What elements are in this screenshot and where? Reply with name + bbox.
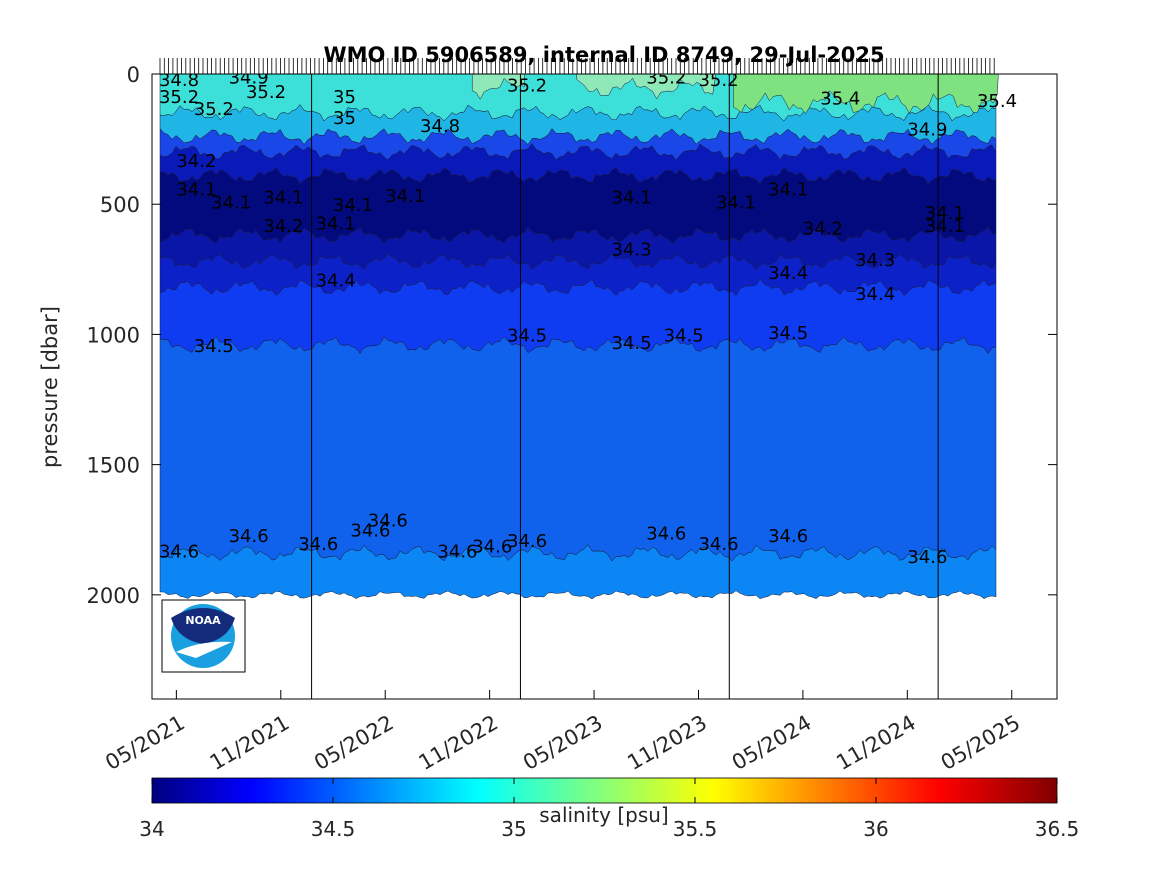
contour-label: 34.9 [907,120,947,141]
contour-label: 34.9 [229,68,269,89]
contour-label: 34.2 [176,151,216,172]
colorbar-tick-label: 36 [863,817,888,841]
x-tick-label: 05/2022 [310,711,398,775]
contour-label: 35.4 [977,91,1017,112]
contour-label: 34.8 [420,116,460,137]
x-tick-label: 11/2024 [832,711,920,775]
contour-label: 34.1 [925,203,965,224]
contour-label: 34.6 [646,523,686,544]
contour-label: 34.6 [768,526,808,547]
contour-label: 34.1 [316,213,356,234]
axes-frame [151,73,1058,700]
y-axis: 0 500 1000 1500 2000 [87,63,1057,608]
salinity-layer-patch [471,74,525,100]
contour-label: 34.5 [194,336,234,357]
contour-label: 34.3 [611,239,651,260]
colorbar-label: salinity [psu] [539,803,668,827]
contour-label: 34.4 [316,271,356,292]
contour-label: 34.5 [664,325,704,346]
x-tick-label: 11/2022 [415,711,503,775]
salinity-layer [159,336,997,562]
y-tick-label: 500 [100,193,140,217]
colorbar-tick-label: 34 [139,817,164,841]
colorbar-tick-label: 35.5 [673,817,718,841]
profile-tick-marks [159,58,995,74]
contour-label: 35.2 [646,68,686,89]
colorbar-ticks: 34 34.5 35 35.5 36 36.5 [139,778,1079,841]
contour-label: 34.6 [350,521,390,542]
salinity-layer-surface [733,74,999,115]
contour-label: 34.1 [211,193,251,214]
contour-label: 35.2 [246,82,286,103]
contour-label: 35.2 [698,70,738,91]
colorbar [151,777,1058,804]
contour-label: 35.2 [194,99,234,120]
y-tick-label: 2000 [87,584,140,608]
y-tick-label: 0 [127,63,140,87]
y-tick-label: 1500 [87,454,140,478]
contour-label: 34.6 [229,526,269,547]
x-tick-label: 05/2023 [519,711,607,775]
salinity-layers [159,74,999,600]
contour-label: 34.6 [507,531,547,552]
contour-label: 35.2 [159,87,199,108]
logo-text: NOAA [185,614,221,627]
contour-label: 34.5 [507,325,547,346]
colorbar-tick-label: 35 [501,817,526,841]
contour-label: 34.3 [855,250,895,271]
contour-label: 34.5 [768,323,808,344]
contour-label: 34.6 [437,542,477,563]
x-axis: 05/2021 11/2021 05/2022 11/2022 05/2023 11/20… [101,690,1024,775]
contour-label: 34.2 [263,216,303,237]
contour-label: 34.4 [768,263,808,284]
noaa-logo: NOAA [161,599,246,673]
contour-label: 34.6 [368,510,408,531]
contour-label: 34.1 [611,187,651,208]
y-axis-label: pressure [dbar] [38,306,62,468]
x-tick-label: 05/2024 [728,711,816,775]
contour-label: 34.1 [333,195,373,216]
chart-title: WMO ID 5906589, internal ID 8749, 29-Jul… [323,43,884,67]
contour-label: 34.2 [803,219,843,240]
contour-label: 34.1 [716,193,756,214]
contour-label: 34.1 [263,187,303,208]
salinity-layer [159,544,997,600]
contour-label: 34.6 [907,547,947,568]
contour-label: 35.4 [820,88,860,109]
x-tick-label: 11/2021 [206,711,294,775]
colorbar-tick-label: 34.5 [311,817,356,841]
y-tick-label: 1000 [87,323,140,347]
contour-label: 34.1 [176,180,216,201]
contour-label: 35 [333,108,356,129]
contour-label: 34.1 [925,216,965,237]
year-boundary-lines [311,74,939,699]
contour-label: 34.6 [472,536,512,557]
contour-label: 35 [333,87,356,108]
x-tick-label: 11/2023 [623,711,711,775]
contour-label: 34.8 [159,70,199,91]
colorbar-tick-label: 36.5 [1035,817,1080,841]
salinity-layer-patch [576,74,717,100]
contour-label: 35.2 [507,75,547,96]
contour-label: 34.5 [611,333,651,354]
contour-label: 34.6 [298,534,338,555]
contour-label: 34.6 [698,534,738,555]
x-tick-label: 05/2021 [101,711,189,775]
contour-label: 34.1 [385,186,425,207]
contour-label: 34.1 [768,180,808,201]
contour-label: 34.6 [159,542,199,563]
x-tick-label: 05/2025 [937,711,1025,775]
contour-label: 34.4 [855,284,895,305]
